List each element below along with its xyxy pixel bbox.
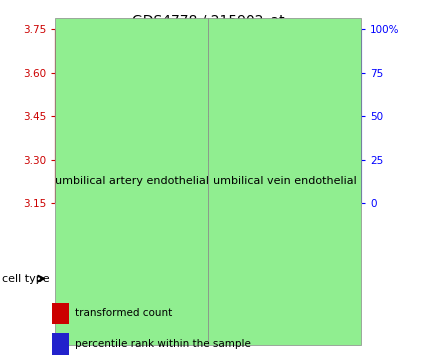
Bar [142, 187, 159, 191]
Bar [219, 116, 236, 203]
Bar [104, 113, 121, 203]
Text: GSM1063399: GSM1063399 [184, 205, 194, 266]
Bar [66, 49, 83, 203]
Bar [66, 178, 83, 182]
Bar [94, 203, 132, 261]
Text: GSM1063407: GSM1063407 [299, 205, 309, 266]
Bar [132, 203, 170, 261]
Text: umbilical artery endothelial: umbilical artery endothelial [55, 176, 209, 187]
Text: cell type: cell type [2, 274, 50, 284]
Bar [295, 181, 312, 185]
Text: GSM1063396: GSM1063396 [70, 205, 79, 266]
Bar [246, 203, 285, 261]
Bar [104, 181, 121, 185]
Bar [323, 203, 361, 261]
Bar [52, 334, 69, 355]
Text: GSM1063398: GSM1063398 [146, 205, 156, 266]
Title: GDS4778 / 215902_at: GDS4778 / 215902_at [132, 14, 285, 28]
Bar [285, 203, 323, 261]
Bar [181, 181, 198, 185]
Text: GSM1063397: GSM1063397 [108, 205, 117, 266]
Bar [170, 203, 208, 261]
Text: GSM1063408: GSM1063408 [337, 205, 347, 266]
Bar [219, 184, 236, 188]
Text: GSM1063406: GSM1063406 [261, 205, 270, 266]
Text: GSM1063405: GSM1063405 [223, 205, 232, 266]
Text: umbilical vein endothelial: umbilical vein endothelial [213, 176, 357, 187]
Bar [208, 203, 246, 261]
Bar [142, 157, 159, 203]
Bar [257, 184, 274, 188]
Bar [295, 93, 312, 203]
Bar [208, 18, 361, 345]
Text: percentile rank within the sample: percentile rank within the sample [75, 339, 251, 349]
Bar [55, 18, 208, 345]
Bar [55, 203, 94, 261]
Bar [334, 157, 351, 203]
Text: transformed count: transformed count [75, 308, 172, 318]
Bar [257, 157, 274, 203]
Bar [52, 303, 69, 324]
Bar [334, 181, 351, 185]
Bar [181, 122, 198, 203]
